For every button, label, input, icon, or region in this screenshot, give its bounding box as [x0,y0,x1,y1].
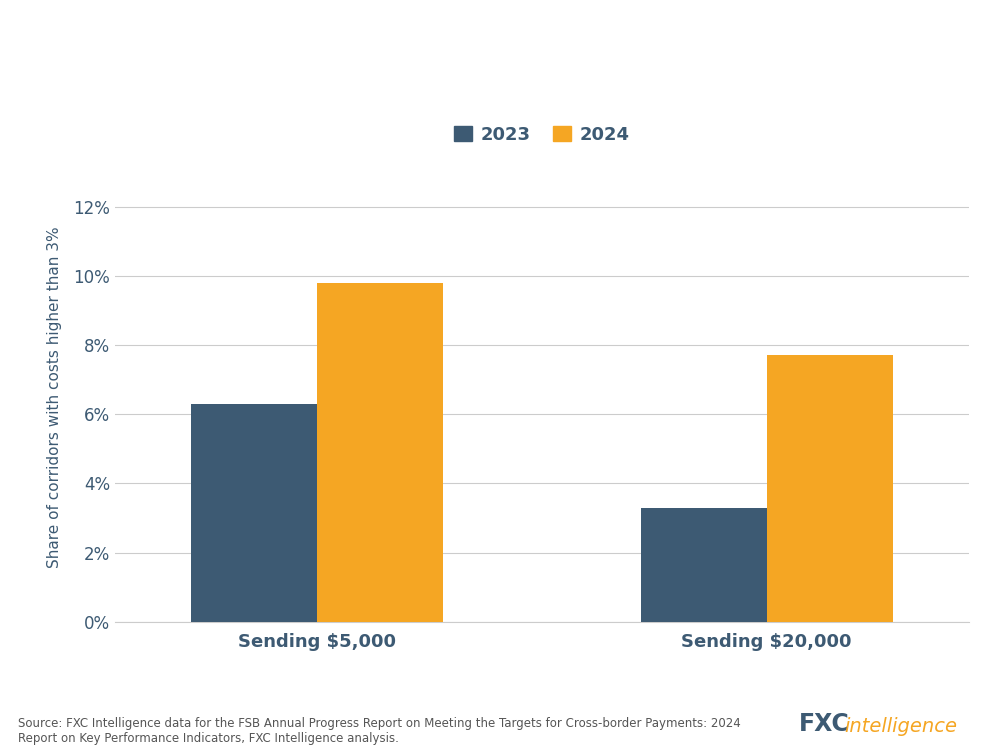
Bar [192,404,318,622]
Text: FXC: FXC [799,712,850,736]
Bar [318,283,444,622]
Y-axis label: Share of corridors with costs higher than 3%: Share of corridors with costs higher tha… [47,226,62,568]
Text: More B2B payment corridors had >3% average costs in 2024: More B2B payment corridors had >3% avera… [18,28,921,54]
Text: Share of B2B & B2P corridors above the 2027 cost maximum of 3% globally: Share of B2B & B2P corridors above the 2… [18,86,648,105]
Legend: 2023, 2024: 2023, 2024 [447,118,637,151]
Text: Source: FXC Intelligence data for the FSB Annual Progress Report on Meeting the : Source: FXC Intelligence data for the FS… [18,718,740,745]
Text: intelligence: intelligence [844,717,957,736]
Bar [641,508,767,622]
Bar [767,356,893,622]
